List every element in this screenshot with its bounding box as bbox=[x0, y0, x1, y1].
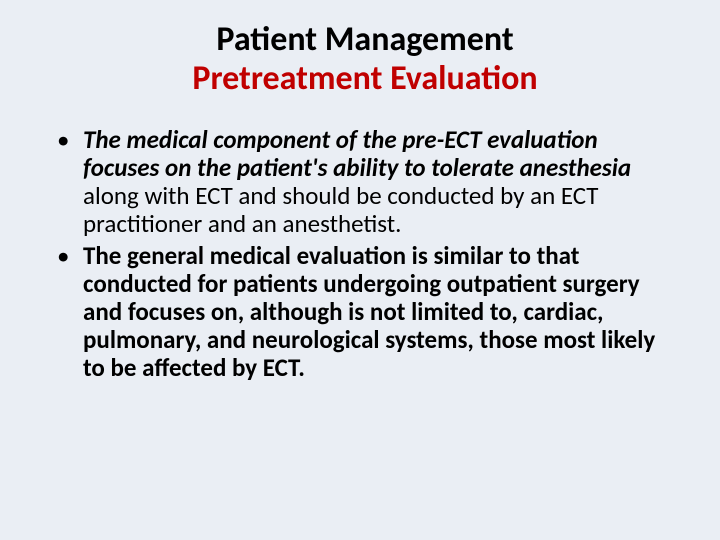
slide-title: Patient Management Pretreatment Evaluati… bbox=[55, 20, 675, 98]
bullet-item: The general medical evaluation is simila… bbox=[55, 242, 675, 382]
bullet-item: The medical component of the pre-ECT eva… bbox=[55, 126, 675, 238]
text-run: along with ECT and should be conducted b… bbox=[83, 180, 598, 239]
title-line-2: Pretreatment Evaluation bbox=[55, 59, 675, 98]
text-run: The medical component of the pre-ECT eva… bbox=[83, 124, 631, 183]
title-line-1: Patient Management bbox=[55, 20, 675, 59]
bullet-list: The medical component of the pre-ECT eva… bbox=[55, 126, 675, 382]
text-run: The general medical evaluation is simila… bbox=[83, 240, 655, 383]
